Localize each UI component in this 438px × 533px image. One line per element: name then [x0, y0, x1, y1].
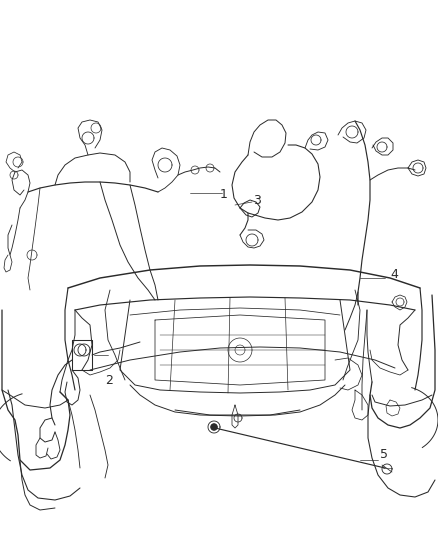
Text: 1: 1: [220, 189, 228, 201]
Text: 3: 3: [253, 193, 261, 206]
Text: 4: 4: [390, 269, 398, 281]
Text: 5: 5: [380, 448, 388, 462]
Text: 2: 2: [105, 374, 113, 386]
Polygon shape: [211, 424, 217, 430]
